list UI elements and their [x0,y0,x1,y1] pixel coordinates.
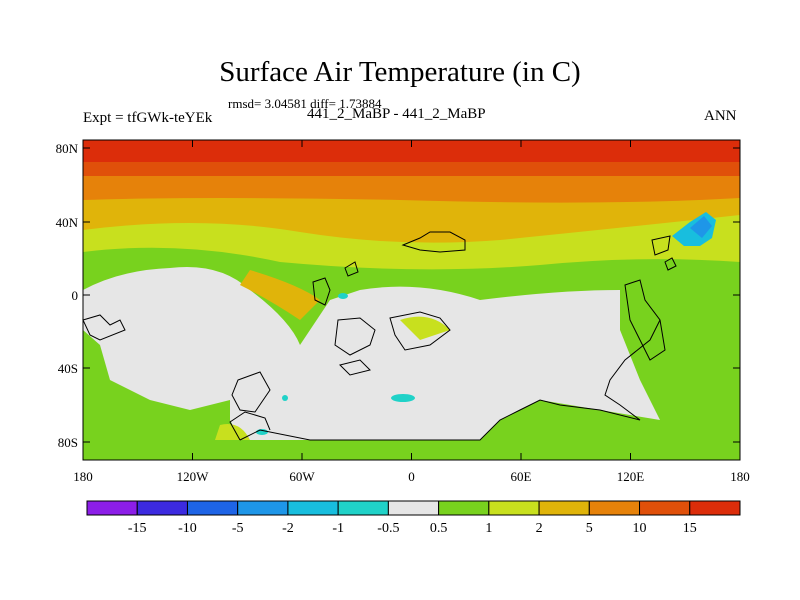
lon-tick-label: 60E [511,469,532,484]
lon-tick-label: 180 [730,469,750,484]
colorbar-swatch [538,500,590,516]
lat-ticks: 80N 40N 0 40S 80S [56,141,740,450]
colorbar-label: -1 [332,521,344,536]
colorbar-label: 5 [586,521,593,536]
colorbar-swatch [689,500,741,516]
lon-tick-label: 120E [617,469,645,484]
colorbar-label: 2 [536,521,543,536]
colorbar-swatch [136,500,188,516]
colorbar-label: -2 [282,521,294,536]
colorbar: -15 -10 -5 -2 -1 -0.5 0.5 1 2 5 10 15 [86,500,741,536]
lon-tick-label: 60W [289,469,315,484]
coastline-outlines [82,231,677,441]
colorbar-swatch [387,500,440,516]
lon-ticks: 180 120W 60W 0 60E 120E 180 [73,140,750,484]
lon-tick-label: 0 [408,469,415,484]
map-field [83,140,740,460]
colorbar-label: -15 [128,521,147,536]
colorbar-label: 0.5 [430,521,448,536]
colorbar-label: -0.5 [377,521,399,536]
lat-tick-label: 80S [58,435,78,450]
colorbar-swatch [237,500,289,516]
colorbar-swatch [588,500,641,516]
colorbar-swatch [488,500,540,516]
chart-title: Surface Air Temperature (in C) [219,56,581,88]
lat-tick-label: 80N [56,141,79,156]
colorbar-label: 10 [633,521,647,536]
colorbar-swatch [287,500,339,516]
lat-tick-label: 40S [58,361,78,376]
colorbar-swatch [639,500,691,516]
lon-tick-label: 180 [73,469,93,484]
colorbar-label: -5 [232,521,244,536]
rmsd-diff-stats: rmsd= 3.04581 diff= 1.73884 [228,96,382,111]
colorbar-label: 1 [485,521,492,536]
colorbar-swatch [86,500,138,516]
experiment-label: Expt = tfGWk-teYEk [83,110,213,126]
colorbar-swatch [337,500,389,516]
case-label: 441_2_MaBP - 441_2_MaBP [307,106,486,122]
colorbar-label: 15 [683,521,697,536]
lon-tick-label: 120W [177,469,210,484]
colorbar-swatch [186,500,239,516]
colorbar-swatch [438,500,490,516]
colorbar-label: -10 [178,521,197,536]
season-label: ANN [704,108,737,124]
lat-tick-label: 0 [72,288,79,303]
lat-tick-label: 40N [56,215,79,230]
